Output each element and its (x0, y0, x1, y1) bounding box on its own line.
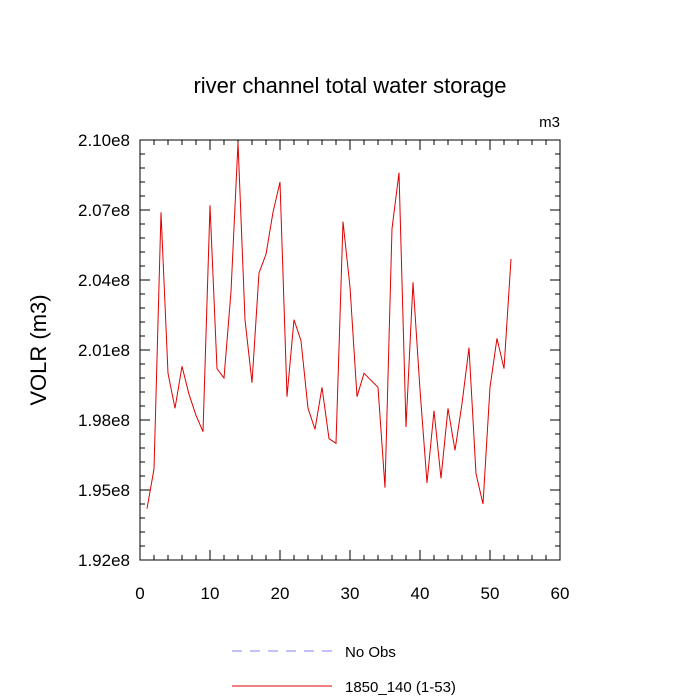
x-tick-label: 60 (551, 584, 570, 603)
y-tick-labels: 1.92e8 1.95e8 1.98e8 2.01e8 2.04e8 2.07e8 2.10… (78, 131, 130, 570)
y-tick-label: 1.98e8 (78, 411, 130, 430)
x-tick-labels: 0 10 20 30 40 50 60 (135, 584, 569, 603)
y-axis-label: VOLR (m3) (26, 294, 51, 405)
series-line-1850-140 (146, 142, 512, 509)
y-tick-label: 2.04e8 (78, 271, 130, 290)
chart-title: river channel total water storage (193, 73, 506, 98)
legend-no-obs-label: No Obs (345, 644, 396, 661)
x-tick-label: 30 (341, 584, 360, 603)
units-label: m3 (539, 114, 560, 131)
plot-frame (139, 139, 561, 561)
y-tick-label: 2.10e8 (78, 131, 130, 150)
y-tick-label: 2.07e8 (78, 201, 130, 220)
legend: No Obs 1850_140 (1-53) (232, 644, 456, 696)
y-tick-label: 1.92e8 (78, 551, 130, 570)
x-tick-label: 20 (271, 584, 290, 603)
x-tick-label: 50 (481, 584, 500, 603)
y-tick-label: 1.95e8 (78, 481, 130, 500)
series-lines (146, 142, 512, 509)
legend-1850-label: 1850_140 (1-53) (345, 679, 456, 696)
x-tick-label: 40 (411, 584, 430, 603)
y-tick-label: 2.01e8 (78, 341, 130, 360)
x-tick-label: 0 (135, 584, 144, 603)
x-tick-label: 10 (201, 584, 220, 603)
axis-ticks (139, 139, 561, 561)
